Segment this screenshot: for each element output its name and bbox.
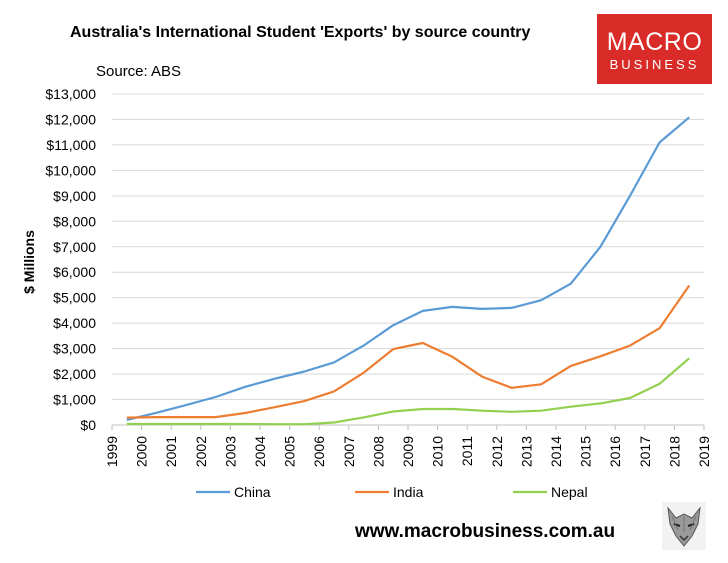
y-tick-label: $1,000 bbox=[53, 392, 96, 408]
y-tick-label: $7,000 bbox=[53, 239, 96, 255]
x-tick-label: 2014 bbox=[548, 436, 564, 467]
x-tick-label: 2004 bbox=[252, 436, 268, 467]
y-tick-label: $12,000 bbox=[45, 111, 96, 127]
y-tick-label: $5,000 bbox=[53, 290, 96, 306]
logo-text-macro: MACRO bbox=[606, 28, 703, 56]
x-tick-label: 2015 bbox=[578, 436, 594, 467]
y-tick-label: $2,000 bbox=[53, 366, 96, 382]
y-tick-label: $4,000 bbox=[53, 315, 96, 331]
x-tick-label: 2018 bbox=[666, 436, 682, 467]
series-line-china bbox=[126, 116, 690, 421]
x-tick-label: 2006 bbox=[311, 436, 327, 467]
website-url[interactable]: www.macrobusiness.com.au bbox=[355, 521, 616, 542]
y-tick-label: $9,000 bbox=[53, 188, 96, 204]
x-tick-label: 2013 bbox=[518, 436, 534, 467]
y-tick-label: $3,000 bbox=[53, 341, 96, 357]
x-tick-label: 2010 bbox=[430, 436, 446, 467]
legend-label-china: China bbox=[234, 484, 271, 500]
x-tick-label: 2001 bbox=[163, 436, 179, 467]
y-tick-label: $0 bbox=[80, 417, 96, 433]
x-tick-label: 2007 bbox=[341, 436, 357, 467]
macrobusiness-logo: MACRO BUSINESS bbox=[597, 14, 712, 84]
x-tick-label: 2011 bbox=[459, 436, 475, 466]
x-tick-label: 2008 bbox=[370, 436, 386, 467]
x-tick-label: 2017 bbox=[637, 436, 653, 467]
x-tick-label: 2012 bbox=[489, 436, 505, 467]
series-line-india bbox=[126, 284, 691, 419]
y-tick-label: $6,000 bbox=[53, 264, 96, 280]
legend-label-india: India bbox=[393, 484, 424, 500]
y-tick-label: $8,000 bbox=[53, 213, 96, 229]
legend-label-nepal: Nepal bbox=[551, 484, 588, 500]
series-line-nepal bbox=[126, 357, 690, 426]
y-axis-label-group: $ Millions bbox=[21, 230, 37, 294]
wolf-logo-icon bbox=[662, 502, 706, 550]
x-tick-label: 2005 bbox=[282, 436, 298, 467]
y-tick-label: $11,000 bbox=[46, 137, 96, 153]
chart-source: Source: ABS bbox=[96, 63, 182, 80]
y-axis-label: $ Millions bbox=[21, 230, 37, 294]
x-tick-label: 2019 bbox=[696, 436, 712, 467]
x-tick-label: 2000 bbox=[134, 436, 150, 467]
x-tick-label: 2002 bbox=[193, 436, 209, 467]
x-tick-label: 2009 bbox=[400, 436, 416, 467]
chart-title: Australia's International Student 'Expor… bbox=[70, 24, 531, 41]
x-tick-label: 2016 bbox=[607, 436, 623, 467]
y-tick-label: $13,000 bbox=[45, 86, 96, 102]
x-tick-label: 2003 bbox=[222, 436, 238, 467]
logo-text-business: BUSINESS bbox=[609, 57, 700, 72]
y-tick-label: $10,000 bbox=[45, 162, 96, 178]
x-tick-label: 1999 bbox=[104, 436, 120, 467]
